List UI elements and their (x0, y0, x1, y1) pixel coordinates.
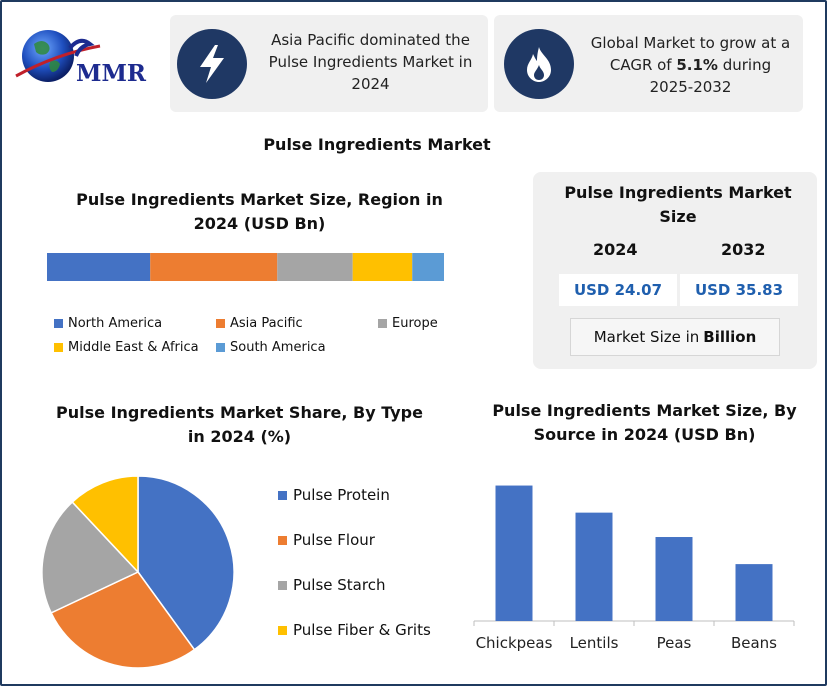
legend-swatch (278, 625, 287, 635)
cagr-value: 5.1% (676, 56, 718, 74)
cagr-text-end: during 2025-2032 (649, 56, 772, 96)
year-2032-label: 2032 (721, 240, 766, 259)
type-legend-item-pulse-flour: Pulse Flour (278, 531, 375, 549)
bar-chickpeas (495, 485, 533, 621)
year-2024-label: 2024 (593, 240, 638, 259)
market-size-title: Pulse Ingredients Market Size (564, 183, 792, 226)
lightning-bolt-icon (177, 29, 247, 99)
market-value-2024: USD 24.07 (559, 274, 677, 306)
unit-value: Billion (703, 328, 757, 346)
cagr-text-start: Global Market to grow at a CAGR of (590, 34, 791, 74)
type-legend-item-pulse-fiber-grits: Pulse Fiber & Grits (278, 621, 431, 639)
legend-swatch (278, 535, 287, 545)
region-legend-item-europe: Europe (378, 316, 438, 331)
type-pie-chart (41, 475, 235, 669)
legend-label: Pulse Protein (293, 486, 390, 504)
legend-swatch (278, 580, 287, 590)
region-legend: North America Asia Pacific Europe Middle Ea… (54, 316, 474, 366)
logo-text: MMR (76, 60, 147, 87)
mmr-logo: MMR (12, 24, 162, 96)
region-bar-segment-north-america (47, 253, 151, 281)
region-bar-segment-asia-pacific (150, 253, 278, 281)
highlight-card-cagr: Global Market to grow at a CAGR of 5.1% … (494, 15, 803, 112)
region-bar-segment-middle-east-africa (352, 253, 413, 281)
legend-label: Asia Pacific (230, 316, 303, 331)
region-legend-item-middle-east-africa: Middle East & Africa (54, 340, 199, 355)
main-title: Pulse Ingredients Market (263, 135, 491, 154)
type-legend: Pulse Protein Pulse Flour Pulse Starch Puls… (278, 486, 448, 646)
type-chart-title: Pulse Ingredients Market Share, By Type … (56, 403, 423, 446)
legend-swatch (278, 490, 287, 500)
highlight-text-region: Asia Pacific dominated the Pulse Ingredi… (268, 31, 473, 93)
bar-lentils (575, 512, 613, 621)
legend-swatch (378, 319, 387, 328)
source-bar-chart: Chickpeas Lentils Peas Beans (473, 485, 795, 652)
region-bar-segment-south-america (412, 253, 444, 281)
legend-label: Europe (392, 316, 438, 331)
legend-label: South America (230, 340, 326, 355)
legend-label: Pulse Fiber & Grits (293, 621, 431, 639)
legend-swatch (216, 319, 225, 328)
legend-swatch (216, 343, 225, 352)
market-size-panel: Pulse Ingredients Market Size 2024 2032 … (533, 172, 817, 369)
legend-label: Middle East & Africa (68, 340, 199, 355)
legend-swatch (54, 319, 63, 328)
highlight-text-cagr: Global Market to grow at a CAGR of 5.1% … (588, 32, 793, 98)
x-tick-label-chickpeas: Chickpeas (476, 634, 553, 652)
legend-label: North America (68, 316, 163, 331)
flame-icon (504, 29, 574, 99)
pie-slice-pulse-flour (50, 571, 196, 669)
x-tick-label-beans: Beans (731, 634, 777, 652)
market-value-2032: USD 35.83 (680, 274, 798, 306)
unit-prefix: Market Size in (593, 328, 700, 346)
pie-slice-pulse-protein (137, 475, 235, 651)
market-size-unit: Market Size in Billion (570, 318, 780, 356)
type-legend-item-pulse-starch: Pulse Starch (278, 576, 385, 594)
legend-label: Pulse Flour (293, 531, 375, 549)
region-stacked-bar (47, 253, 444, 281)
bar-beans (735, 564, 773, 621)
region-legend-item-north-america: North America (54, 316, 162, 331)
source-chart-title: Pulse Ingredients Market Size, By Source… (492, 401, 797, 444)
type-legend-item-pulse-protein: Pulse Protein (278, 486, 390, 504)
x-tick-label-peas: Peas (657, 634, 692, 652)
region-legend-item-asia-pacific: Asia Pacific (216, 316, 303, 331)
highlight-card-region: Asia Pacific dominated the Pulse Ingredi… (170, 15, 488, 112)
pie-slice-pulse-fiber-grits (71, 475, 139, 574)
bar-peas (655, 537, 693, 621)
legend-swatch (54, 343, 63, 352)
globe-icon (15, 30, 101, 82)
pie-slice-pulse-starch (41, 500, 140, 614)
region-legend-item-south-america: South America (216, 340, 326, 355)
region-bar-segment-europe (277, 253, 353, 281)
x-tick-label-lentils: Lentils (570, 634, 619, 652)
legend-label: Pulse Starch (293, 576, 386, 594)
region-chart-title: Pulse Ingredients Market Size, Region in… (76, 190, 443, 233)
